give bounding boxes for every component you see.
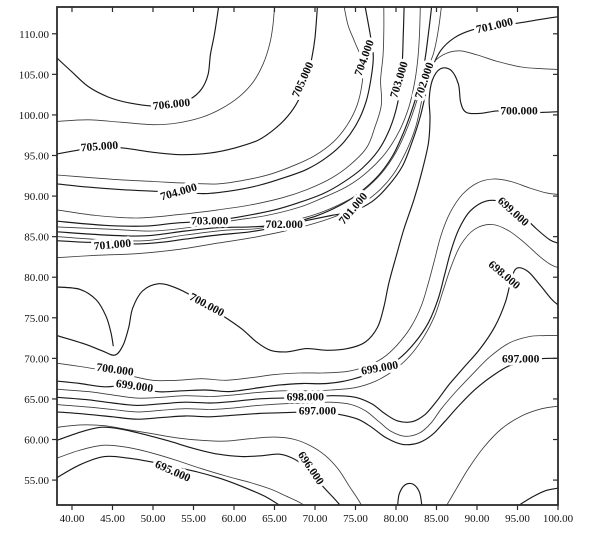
x-axis-tick-label: 80.00: [384, 513, 409, 525]
y-axis-tick-label: 60.00: [24, 435, 49, 447]
plot-border: [56, 6, 559, 506]
contour-line-700.5: [57, 50, 558, 259]
contour-label: 696.000: [295, 450, 326, 488]
contour-line-698: [57, 267, 558, 423]
y-axis-tick-label: 75.00: [24, 313, 49, 325]
y-axis-tick-label: 95.00: [24, 150, 49, 162]
contour-line-702.5: [57, 7, 421, 232]
contour-line-697: [57, 357, 558, 446]
y-axis-tick-label: 100.00: [19, 110, 50, 122]
contour-line-700: [57, 67, 558, 356]
contour-line-696: [518, 487, 558, 505]
contour-line-695.5: [57, 444, 305, 505]
contour-label: 699.000: [360, 359, 399, 377]
contour-line-695: [57, 455, 281, 505]
x-axis-tick-label: 65.00: [262, 513, 287, 525]
x-axis-tick-label: 95.00: [505, 513, 530, 525]
contour-line-701.5: [57, 7, 442, 242]
contour-label: 698.000: [287, 392, 325, 404]
contour-label: 704.000: [159, 181, 198, 203]
contour-label: 697.000: [502, 354, 540, 366]
x-axis-tick-label: 75.00: [343, 513, 368, 525]
contour-label: 699.000: [495, 195, 531, 229]
contour-label: 699.000: [115, 378, 154, 395]
y-axis-tick-label: 105.00: [19, 69, 50, 81]
contour-label: 700.000: [187, 291, 226, 319]
x-axis-tick-label: 55.00: [181, 513, 206, 525]
x-axis-tick-label: 85.00: [424, 513, 449, 525]
contour-line-700: [57, 286, 114, 347]
contour-line-696.5: [446, 405, 558, 505]
contour-label: 705.000: [80, 140, 118, 155]
contour-label: 701.000: [475, 16, 514, 36]
x-axis-tick-label: 45.00: [100, 513, 125, 525]
y-axis-tick-label: 70.00: [24, 353, 49, 365]
contour-label: 700.000: [500, 105, 538, 117]
contour-label: 703.000: [388, 60, 410, 99]
x-axis-tick-label: 70.00: [303, 513, 328, 525]
x-axis-tick-label: 50.00: [141, 513, 166, 525]
contour-label: 702.000: [266, 219, 304, 231]
contour-lines-group: [57, 7, 558, 505]
contour-line-698.5: [57, 224, 558, 399]
contour-label: 700.000: [96, 362, 135, 379]
contour-label: 698.000: [486, 259, 523, 292]
x-axis-tick-label: 100.00: [543, 513, 574, 525]
x-axis-tick-label: 90.00: [465, 513, 490, 525]
x-axis-tick-label: 40.00: [60, 513, 85, 525]
y-axis-tick-label: 65.00: [24, 394, 49, 406]
contour-label: 705.000: [290, 60, 316, 99]
contour-label: 697.000: [299, 406, 337, 418]
contour-line-697.5: [57, 335, 558, 437]
x-axis-tick-label: 60.00: [222, 513, 247, 525]
contour-label: 703.000: [191, 216, 229, 228]
y-axis-tick-label: 90.00: [24, 191, 49, 203]
contour-line-703: [57, 7, 405, 227]
contour-line-699: [57, 199, 558, 393]
contour-line-699.5: [57, 178, 558, 382]
contour-line-706: [57, 7, 220, 107]
contour-line-701: [57, 16, 558, 245]
contour-label: 701.000: [337, 191, 370, 228]
contour-line-705.5: [57, 7, 275, 126]
contour-line-705: [57, 7, 318, 156]
contour-line-702: [57, 7, 433, 237]
y-axis-tick-label: 85.00: [24, 232, 49, 244]
contour-label: 701.000: [93, 238, 132, 253]
y-axis-tick-label: 55.00: [24, 475, 49, 487]
contour-line-696: [57, 426, 341, 505]
contour-label: 695.000: [153, 459, 192, 485]
y-axis-tick-label: 110.00: [19, 29, 49, 41]
contour-line-704.5: [57, 7, 364, 185]
contour-line-703.5: [57, 7, 385, 219]
contour-line-696.5: [57, 424, 362, 505]
contour-line-696: [397, 482, 423, 505]
y-axis-tick-label: 80.00: [24, 272, 49, 284]
contour-label: 706.000: [152, 97, 191, 113]
contour-line-704: [57, 7, 374, 195]
